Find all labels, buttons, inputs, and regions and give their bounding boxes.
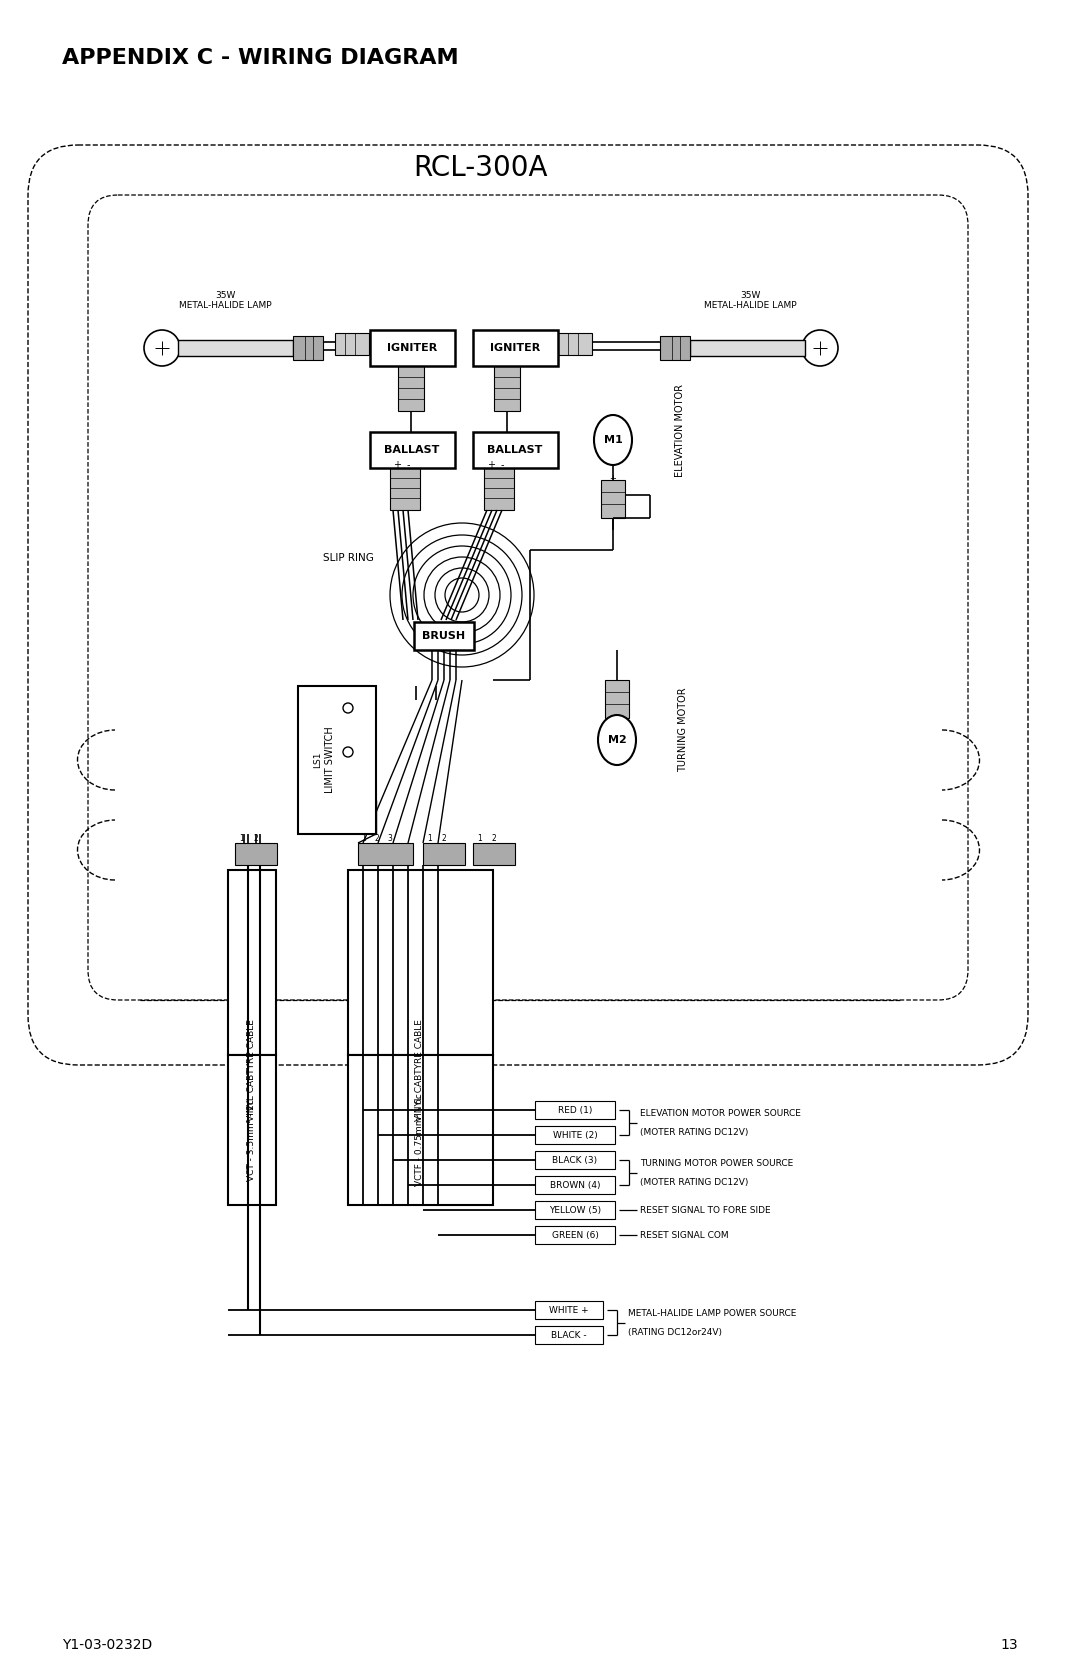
Bar (690, 340, 805, 355)
Bar (558, 334, 592, 355)
Circle shape (802, 330, 838, 366)
Text: LS1: LS1 (313, 751, 323, 768)
Bar (535, 1127, 615, 1143)
Text: IGNITER: IGNITER (387, 344, 437, 354)
Text: LIMIT SWITCH: LIMIT SWITCH (325, 726, 335, 793)
Bar (357, 843, 413, 865)
Bar (535, 1152, 615, 1168)
Text: +: + (609, 474, 617, 482)
Text: ELEVATION MOTOR: ELEVATION MOTOR (675, 384, 685, 477)
Text: (RATING DC12or24V): (RATING DC12or24V) (627, 1327, 723, 1337)
Bar (348, 870, 492, 1055)
Text: 2: 2 (375, 833, 379, 843)
Bar (535, 1102, 615, 1118)
Text: BALLAST: BALLAST (384, 446, 440, 456)
Text: APPENDIX C - WIRING DIAGRAM: APPENDIX C - WIRING DIAGRAM (62, 48, 459, 68)
Text: WHITE (2): WHITE (2) (553, 1130, 597, 1140)
Text: M2: M2 (608, 734, 626, 744)
Text: RESET SIGNAL COM: RESET SIGNAL COM (640, 1230, 729, 1240)
Circle shape (144, 330, 180, 366)
Text: RCL-300A: RCL-300A (413, 154, 548, 182)
Bar (535, 1325, 603, 1344)
FancyBboxPatch shape (28, 145, 1028, 1065)
Text: METAL-HALIDE LAMP: METAL-HALIDE LAMP (178, 300, 271, 309)
Text: ELEVATION MOTOR POWER SOURCE: ELEVATION MOTOR POWER SOURCE (640, 1108, 801, 1118)
Text: BRUSH: BRUSH (422, 631, 465, 641)
Text: 1: 1 (428, 833, 432, 843)
Text: IGNITER: IGNITER (490, 344, 540, 354)
Text: BLACK (3): BLACK (3) (553, 1155, 597, 1165)
Text: 2: 2 (254, 833, 258, 843)
Text: VCT - 3.5mm² - 2c: VCT - 3.5mm² - 2c (247, 1100, 257, 1182)
Bar (600, 481, 625, 517)
Text: 3: 3 (388, 833, 392, 843)
Text: +: + (487, 461, 495, 471)
Circle shape (343, 748, 353, 758)
Text: (MOTER RATING DC12V): (MOTER RATING DC12V) (640, 1128, 748, 1137)
Text: TURNING MOTOR POWER SOURCE: TURNING MOTOR POWER SOURCE (640, 1158, 793, 1168)
Text: (MOTER RATING DC12V): (MOTER RATING DC12V) (640, 1178, 748, 1187)
Bar (298, 686, 376, 834)
Bar (228, 870, 276, 1055)
Text: SLIP RING: SLIP RING (323, 552, 374, 562)
Text: WHITE +: WHITE + (550, 1305, 589, 1315)
Circle shape (343, 703, 353, 713)
Bar (423, 843, 465, 865)
Bar (335, 334, 369, 355)
Text: VCTF - 0.75mm² - 6c: VCTF - 0.75mm² - 6c (416, 1093, 424, 1187)
Text: 35W: 35W (215, 290, 235, 299)
Bar (535, 1227, 615, 1243)
Bar (348, 1055, 492, 1205)
Text: BROWN (4): BROWN (4) (550, 1180, 600, 1190)
Text: VINYL CABTYRE CABLE: VINYL CABTYRE CABLE (247, 1020, 257, 1122)
Text: 13: 13 (1000, 1637, 1018, 1652)
Bar (535, 1202, 615, 1218)
Bar (235, 843, 276, 865)
Bar (293, 335, 323, 361)
Text: RED (1): RED (1) (557, 1105, 592, 1115)
Bar (660, 335, 690, 361)
Bar (484, 467, 514, 511)
Bar (414, 623, 474, 649)
Bar (473, 330, 558, 366)
Text: METAL-HALIDE LAMP: METAL-HALIDE LAMP (704, 300, 796, 309)
Text: RESET SIGNAL TO FORE SIDE: RESET SIGNAL TO FORE SIDE (640, 1205, 771, 1215)
Text: VINYL CABTYRE CABLE: VINYL CABTYRE CABLE (416, 1020, 424, 1122)
Text: 1: 1 (240, 833, 244, 843)
Bar (399, 366, 424, 411)
Text: Y1-03-0232D: Y1-03-0232D (62, 1637, 152, 1652)
Text: BLACK -: BLACK - (551, 1330, 586, 1340)
Text: TURNING MOTOR: TURNING MOTOR (678, 688, 688, 773)
Bar (473, 432, 558, 467)
Bar (535, 1302, 603, 1319)
Text: 2: 2 (442, 833, 446, 843)
Bar (473, 843, 515, 865)
Bar (370, 432, 455, 467)
Text: M1: M1 (604, 436, 622, 446)
Text: BALLAST: BALLAST (487, 446, 542, 456)
Text: METAL-HALIDE LAMP POWER SOURCE: METAL-HALIDE LAMP POWER SOURCE (627, 1308, 796, 1317)
Bar (494, 366, 519, 411)
Text: YELLOW (5): YELLOW (5) (549, 1205, 602, 1215)
Text: GREEN (6): GREEN (6) (552, 1230, 598, 1240)
Bar (605, 679, 629, 718)
Text: 35W: 35W (740, 290, 760, 299)
Bar (390, 467, 420, 511)
Bar (178, 340, 293, 355)
Bar (228, 1055, 276, 1205)
Text: +: + (393, 461, 401, 471)
Text: -: - (407, 461, 410, 471)
Text: 1: 1 (362, 833, 366, 843)
Text: 2: 2 (491, 833, 497, 843)
Text: 1: 1 (477, 833, 483, 843)
Bar (370, 330, 455, 366)
Bar (535, 1177, 615, 1193)
Ellipse shape (594, 416, 632, 466)
Text: -: - (501, 461, 504, 471)
Ellipse shape (598, 714, 636, 764)
